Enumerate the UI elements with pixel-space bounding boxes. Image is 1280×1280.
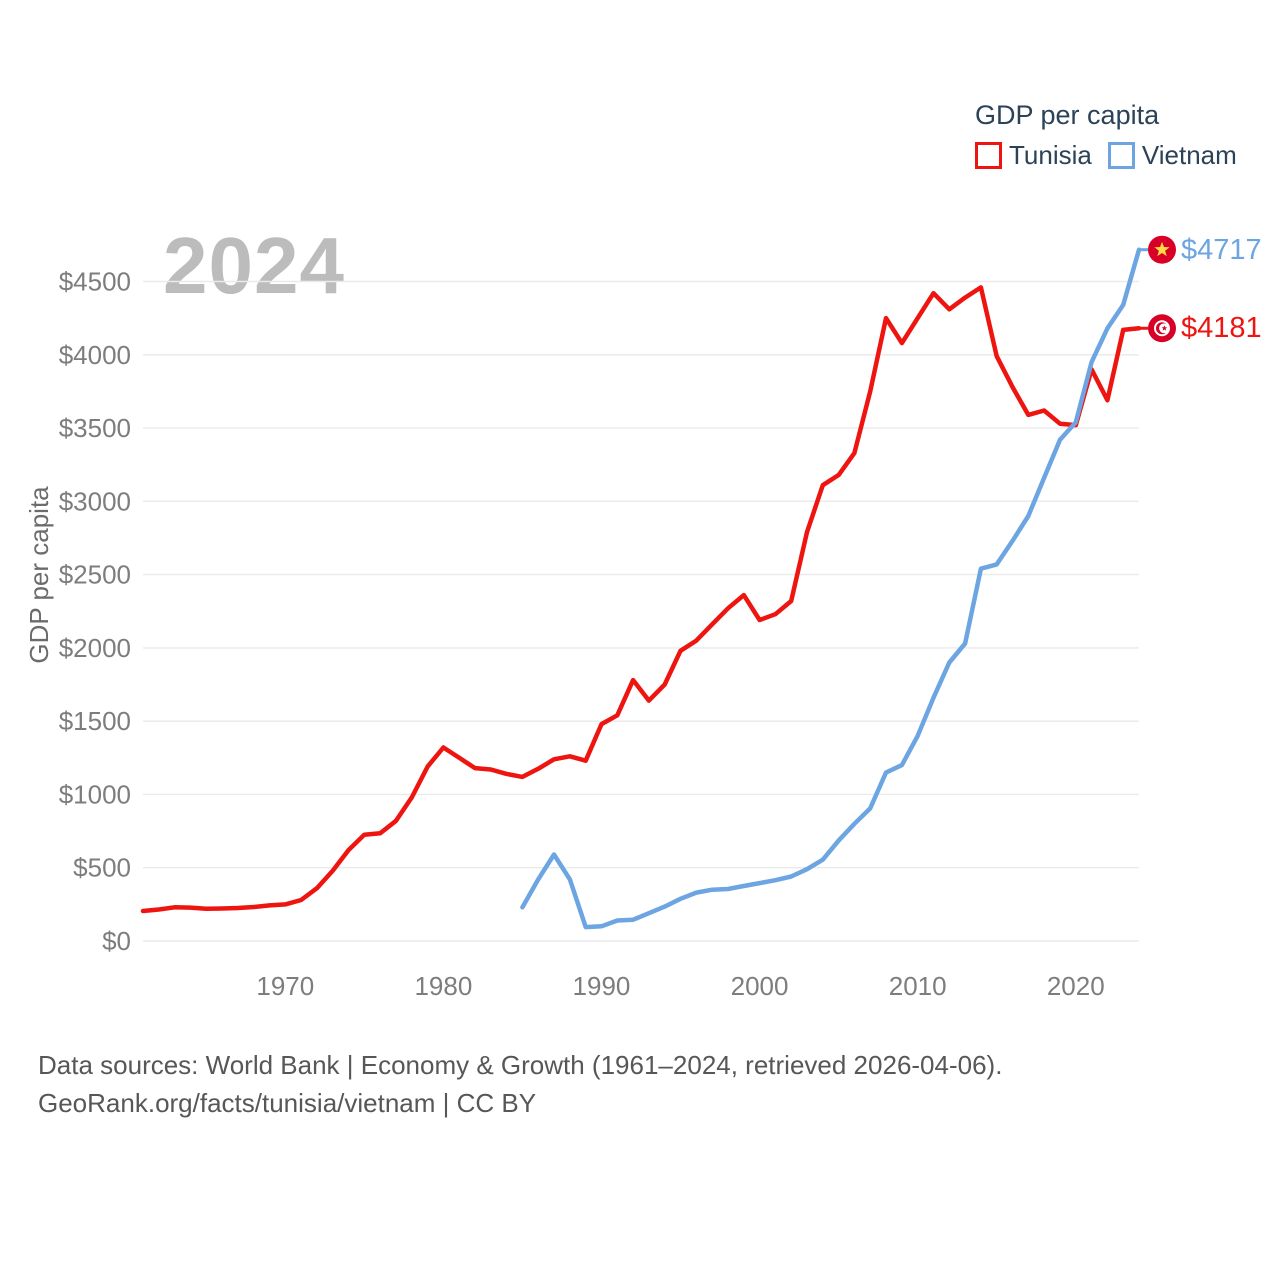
- y-tick-label: $3500: [59, 413, 131, 443]
- y-tick-label: $3000: [59, 486, 131, 516]
- vietnam-end-value-label: $4717: [1181, 233, 1262, 266]
- source-attribution: Data sources: World Bank | Economy & Gro…: [38, 1046, 1002, 1122]
- x-tick-label: 1980: [414, 971, 472, 1001]
- y-tick-label: $1000: [59, 779, 131, 809]
- vietnam-swatch-icon: [1107, 142, 1135, 169]
- x-tick-label: 2010: [889, 971, 947, 1001]
- tunisia-end-value-label: $4181: [1181, 312, 1262, 345]
- y-tick-label: $0: [102, 926, 131, 956]
- y-tick-label: $500: [73, 853, 131, 883]
- x-tick-label: 1990: [573, 971, 631, 1001]
- y-tick-label: $4000: [59, 340, 131, 370]
- legend-items: Tunisia Vietnam: [975, 140, 1237, 171]
- x-tick-label: 2000: [731, 971, 789, 1001]
- year-watermark: 2024: [163, 221, 345, 310]
- legend-label-vietnam: Vietnam: [1141, 140, 1237, 170]
- x-tick-label: 1970: [256, 971, 314, 1001]
- data-sources-line: Data sources: World Bank | Economy & Gro…: [38, 1050, 1003, 1080]
- x-tick-label: 2020: [1047, 971, 1105, 1001]
- vietnam-flag-icon: [1148, 235, 1176, 264]
- y-tick-label: $1500: [59, 706, 131, 736]
- legend-title: GDP per capita: [975, 100, 1160, 130]
- legend-item-vietnam[interactable]: Vietnam: [1107, 140, 1237, 171]
- y-tick-label: $4500: [59, 267, 131, 297]
- tunisia-swatch-icon: [975, 142, 1002, 169]
- vietnam-line[interactable]: [520, 247, 1142, 930]
- y-tick-label: $2500: [59, 560, 131, 590]
- legend-item-tunisia[interactable]: Tunisia: [975, 140, 1092, 171]
- y-axis-title: GDP per capita: [24, 486, 54, 664]
- tunisia-line[interactable]: [140, 285, 1142, 914]
- georank-url-line: GeoRank.org/facts/tunisia/vietnam | CC B…: [38, 1088, 537, 1118]
- legend: GDP per capita Tunisia Vietnam: [975, 100, 1237, 171]
- legend-label-tunisia: Tunisia: [1009, 140, 1092, 170]
- y-tick-label: $2000: [59, 633, 131, 663]
- tunisia-flag-icon: [1148, 314, 1176, 343]
